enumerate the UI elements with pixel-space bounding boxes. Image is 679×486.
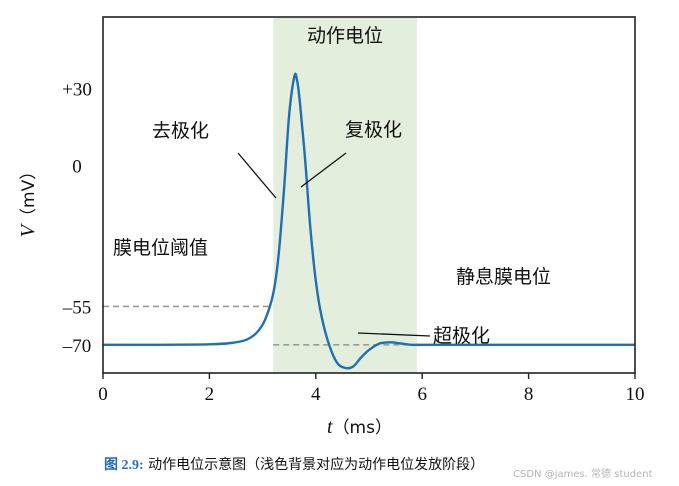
annotation-depolarization: 去极化 [152, 120, 209, 142]
y-tick-label: 0 [72, 157, 82, 178]
caption-text: 动作电位示意图（浅色背景对应为动作电位发放阶段） [143, 457, 485, 473]
y-axis-title: V（mV） [17, 163, 39, 237]
action-potential-chart: 动作电位 0 2 4 6 8 10 +30 0 –55 –70 膜电位阈值 去极化 复极化 静息… [17, 16, 645, 438]
y-axis-ticks: +30 0 –55 –70 [62, 80, 92, 357]
plot-frame [102, 16, 636, 374]
annotation-pointer-line [300, 152, 347, 188]
membrane-potential-line [102, 72, 635, 370]
annotation-repolarization: 复极化 [345, 119, 402, 141]
annotation-pointer-line [237, 152, 277, 199]
x-axis-ticks: 0 2 4 6 8 10 [98, 373, 645, 405]
x-tick-label: 6 [417, 384, 427, 405]
y-tick-label: –55 [62, 297, 92, 318]
annotation-resting-potential: 静息膜电位 [456, 266, 551, 288]
shaded-region-label: 动作电位 [307, 25, 383, 47]
annotation-pointer-line [357, 332, 431, 337]
threshold-label: 膜电位阈值 [113, 237, 208, 259]
x-tick-label: 4 [311, 384, 321, 405]
y-tick-label: +30 [62, 80, 92, 101]
shaded-region [273, 17, 417, 373]
x-tick-label: 2 [205, 384, 215, 405]
x-axis-title: t（ms） [327, 416, 392, 438]
annotation-pointers [237, 152, 431, 337]
figure-caption: 图 2.9: 动作电位示意图（浅色背景对应为动作电位发放阶段） [104, 454, 484, 474]
watermark: CSDN @james. 常德 student [513, 469, 653, 480]
x-tick-label: 8 [524, 384, 534, 405]
x-tick-label: 0 [98, 384, 108, 405]
x-tick-label: 10 [626, 384, 645, 405]
annotation-hyperpolarization: 超极化 [433, 325, 490, 347]
figure-number: 图 2.9: [104, 458, 144, 473]
y-tick-label: –70 [62, 336, 92, 357]
